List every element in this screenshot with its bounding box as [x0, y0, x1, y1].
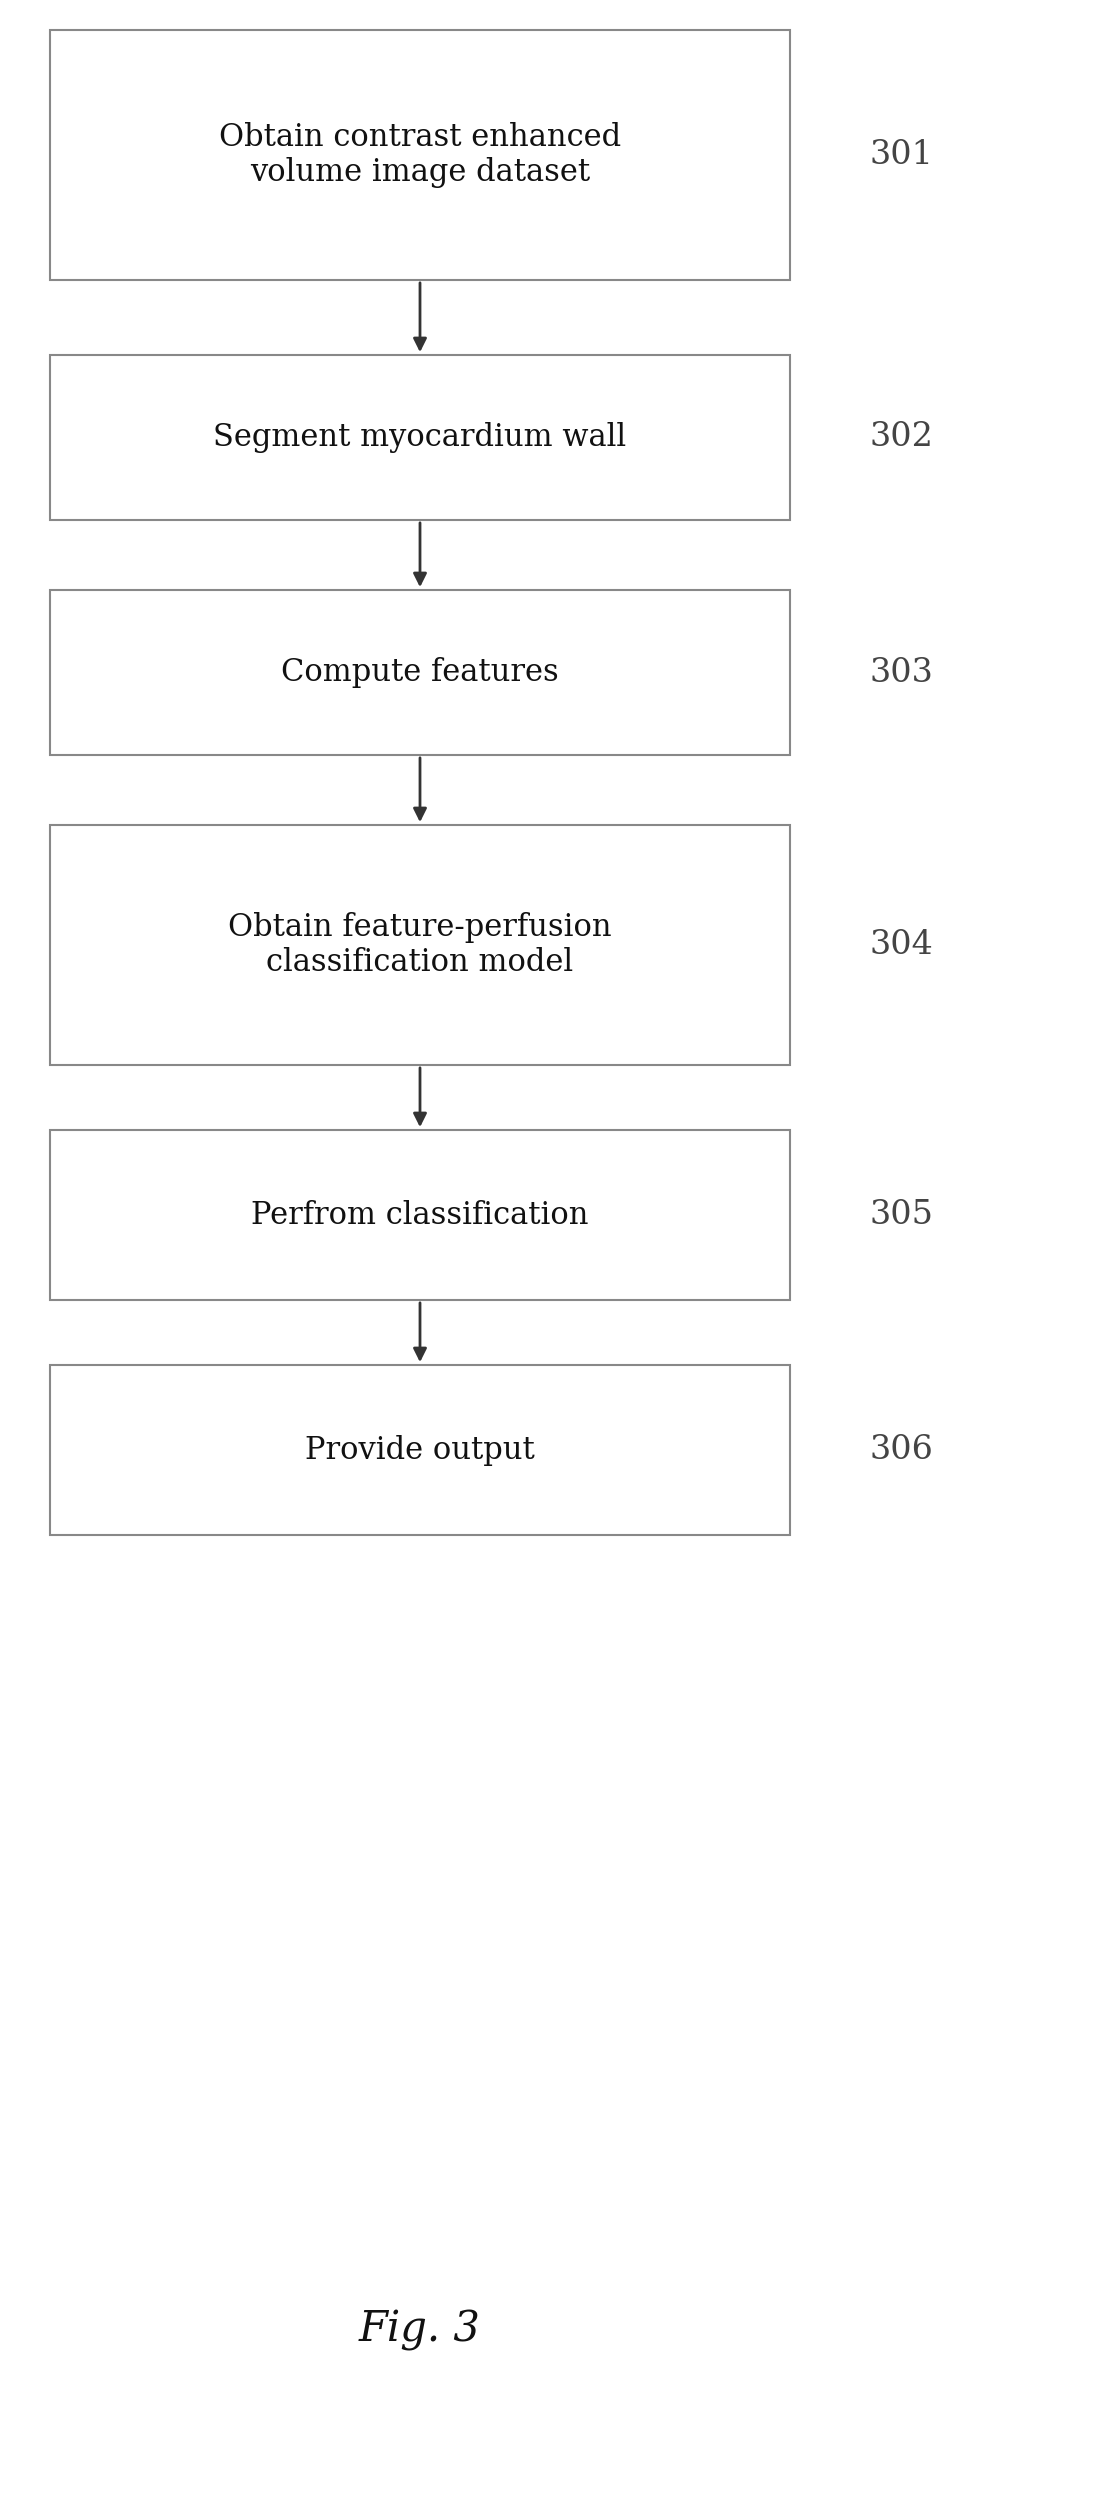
Text: 306: 306 — [870, 1434, 934, 1467]
Bar — [50, 826, 791, 1064]
Bar — [50, 591, 791, 756]
Text: Segment myocardium wall: Segment myocardium wall — [214, 423, 626, 453]
Bar — [50, 30, 791, 280]
Text: Compute features: Compute features — [281, 656, 559, 688]
Text: 303: 303 — [870, 656, 934, 688]
Text: Obtain feature-perfusion
classification model: Obtain feature-perfusion classification … — [228, 911, 612, 979]
Text: Provide output: Provide output — [305, 1434, 535, 1464]
Bar — [50, 355, 791, 521]
Text: 305: 305 — [870, 1199, 934, 1231]
Text: Obtain contrast enhanced
volume image dataset: Obtain contrast enhanced volume image da… — [219, 123, 621, 188]
Text: Fig. 3: Fig. 3 — [359, 2308, 481, 2350]
Text: 304: 304 — [870, 929, 934, 961]
Bar — [50, 1129, 791, 1299]
Text: 302: 302 — [870, 421, 934, 453]
Text: 301: 301 — [870, 140, 934, 170]
Bar — [50, 1364, 791, 1534]
Text: Perfrom classification: Perfrom classification — [251, 1199, 589, 1231]
